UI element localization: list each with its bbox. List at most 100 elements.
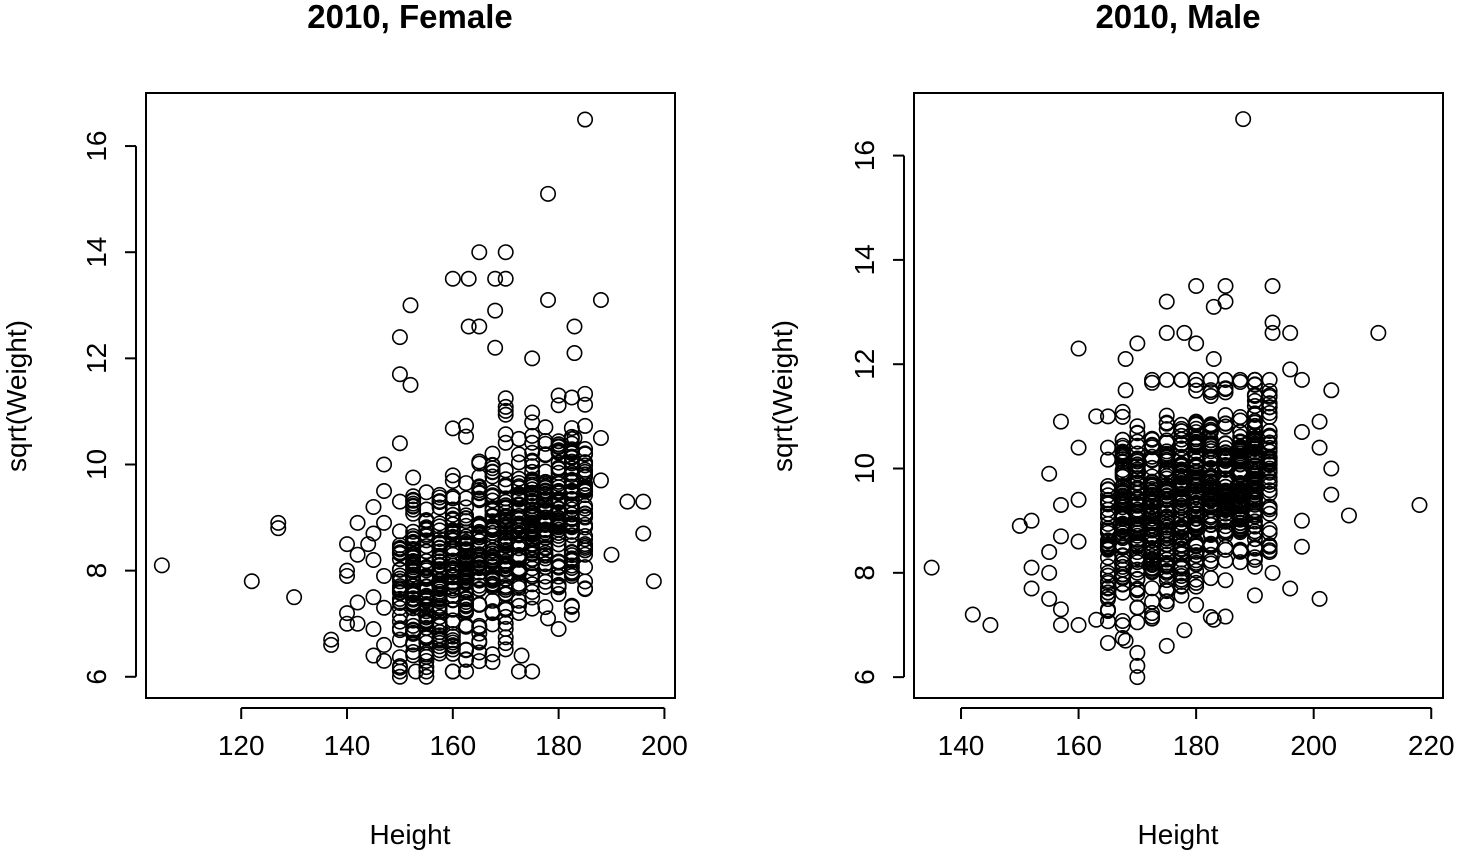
data-point xyxy=(1114,431,1131,448)
data-point xyxy=(484,653,501,670)
data-point xyxy=(497,546,514,563)
data-point xyxy=(444,420,461,437)
data-point xyxy=(1129,570,1146,587)
data-point xyxy=(1041,465,1058,482)
data-point xyxy=(577,536,594,553)
data-point xyxy=(1246,387,1263,404)
y-tick-label: 12 xyxy=(849,349,880,380)
data-point xyxy=(376,483,393,500)
x-tick-label: 160 xyxy=(429,730,476,761)
data-point xyxy=(1114,617,1131,634)
x-tick-label: 160 xyxy=(1055,730,1102,761)
data-point xyxy=(349,594,366,611)
data-point xyxy=(510,519,527,536)
data-point xyxy=(1173,521,1190,538)
data-point xyxy=(1173,371,1190,388)
data-point xyxy=(510,446,527,463)
data-point xyxy=(497,406,514,423)
data-point xyxy=(1282,324,1299,341)
data-point xyxy=(1144,459,1161,476)
data-point xyxy=(1114,528,1131,545)
data-point xyxy=(1246,494,1263,511)
data-point xyxy=(444,601,461,618)
data-point xyxy=(1144,515,1161,532)
data-point xyxy=(1099,584,1116,601)
data-point xyxy=(1217,293,1234,310)
data-point xyxy=(1246,412,1263,429)
data-point xyxy=(524,542,541,559)
y-tick-label: 16 xyxy=(81,130,112,161)
data-point xyxy=(1144,522,1161,539)
data-point xyxy=(497,462,514,479)
data-point xyxy=(349,514,366,531)
data-point xyxy=(1188,501,1205,518)
data-point xyxy=(1202,388,1219,405)
data-point xyxy=(563,389,580,406)
data-point xyxy=(405,501,422,518)
data-point xyxy=(1293,538,1310,555)
data-point xyxy=(365,525,382,542)
data-point xyxy=(1261,399,1278,416)
data-point xyxy=(563,515,580,532)
data-point xyxy=(619,493,636,510)
data-point xyxy=(1232,542,1249,559)
data-point xyxy=(458,417,475,434)
data-point xyxy=(577,509,594,526)
data-point xyxy=(1070,491,1087,508)
y-tick-label: 16 xyxy=(849,140,880,171)
data-point xyxy=(1099,478,1116,495)
data-point xyxy=(1129,614,1146,631)
data-point xyxy=(1323,382,1340,399)
chart-title: 2010, Female xyxy=(307,0,512,35)
data-point xyxy=(1099,580,1116,597)
data-point xyxy=(1311,590,1328,607)
data-point xyxy=(1246,525,1263,542)
data-point xyxy=(405,595,422,612)
data-point xyxy=(1052,413,1069,430)
data-point xyxy=(563,420,580,437)
data-point xyxy=(458,428,475,445)
y-axis-label: sqrt(Weight) xyxy=(1,320,32,472)
data-point xyxy=(360,536,377,553)
data-point xyxy=(471,318,488,335)
data-point xyxy=(471,518,488,535)
data-point xyxy=(444,663,461,680)
data-point xyxy=(1293,424,1310,441)
data-point xyxy=(444,512,461,529)
data-point xyxy=(1173,573,1190,590)
data-point xyxy=(1261,543,1278,560)
data-point xyxy=(418,484,435,501)
data-point xyxy=(1202,512,1219,529)
y-tick-label: 8 xyxy=(81,563,112,579)
panel-female: 2010, Female 120 140 160 180 200 6810121416 … xyxy=(1,0,688,850)
data-point xyxy=(1144,608,1161,625)
data-point xyxy=(563,498,580,515)
data-point xyxy=(1246,513,1263,530)
data-point xyxy=(577,461,594,478)
data-point xyxy=(1070,340,1087,357)
data-point xyxy=(1052,528,1069,545)
data-point xyxy=(444,270,461,287)
data-point xyxy=(510,597,527,614)
data-point xyxy=(1246,447,1263,464)
data-point xyxy=(577,546,594,563)
data-point xyxy=(1088,611,1105,628)
data-point xyxy=(1205,350,1222,367)
data-point xyxy=(1323,486,1340,503)
data-point xyxy=(1188,277,1205,294)
data-point xyxy=(1158,293,1175,310)
data-point xyxy=(537,529,554,546)
data-point xyxy=(1173,531,1190,548)
data-point xyxy=(1232,408,1249,425)
data-point xyxy=(1282,361,1299,378)
data-point xyxy=(405,625,422,642)
data-point xyxy=(1099,408,1116,425)
data-point xyxy=(1217,522,1234,539)
data-point xyxy=(563,559,580,576)
data-point xyxy=(1261,537,1278,554)
data-point xyxy=(1264,564,1281,581)
data-point xyxy=(577,454,594,471)
data-point xyxy=(1114,584,1131,601)
data-point xyxy=(550,517,567,534)
